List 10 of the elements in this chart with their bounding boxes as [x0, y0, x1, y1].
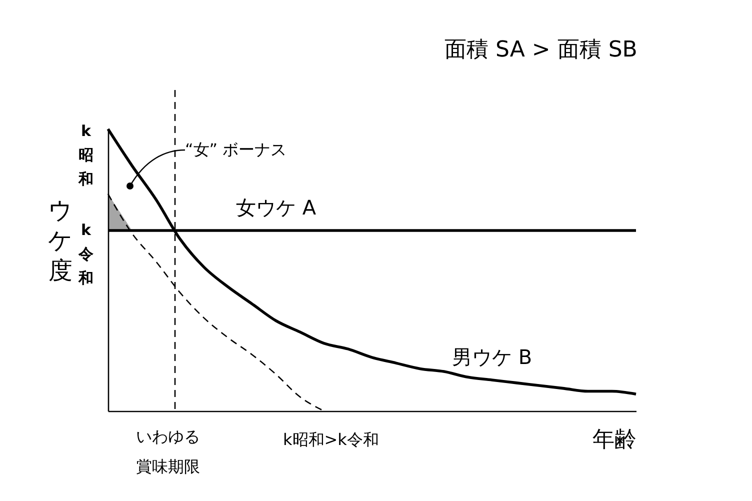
x-axis-title: 年齢 [592, 428, 636, 452]
text: いわゆる賞味期限 [136, 427, 200, 476]
text: k令和 [78, 221, 94, 287]
series-label: 女ウケ A [236, 196, 316, 220]
chart-title: 面積 SA > 面積 SB [444, 37, 638, 62]
text: k昭和 [78, 122, 94, 188]
text: k昭和>k令和 [283, 430, 379, 449]
annotation: “女” ボーナス [185, 140, 287, 159]
y-axis-title: ウケ度 [48, 196, 73, 284]
series-label: 男ウケ B [452, 344, 532, 369]
